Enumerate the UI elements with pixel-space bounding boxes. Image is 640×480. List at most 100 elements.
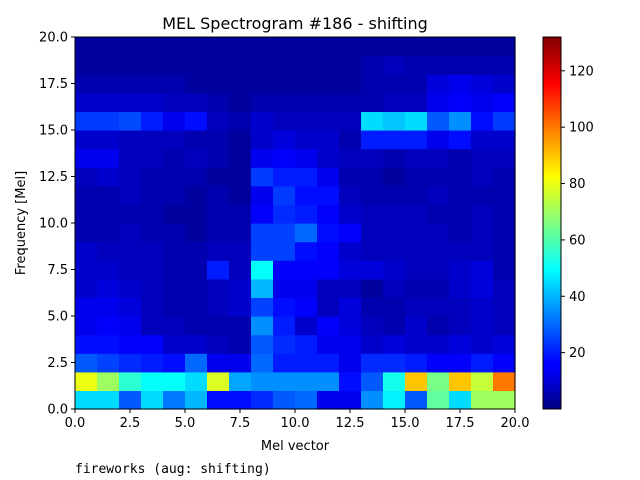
heatmap-cell bbox=[251, 353, 274, 373]
heatmap-cell bbox=[361, 353, 384, 373]
heatmap-cell bbox=[207, 37, 230, 57]
heatmap-cell bbox=[317, 74, 340, 94]
heatmap-cell bbox=[75, 204, 98, 224]
heatmap-cell bbox=[471, 130, 494, 150]
heatmap-cell bbox=[251, 316, 274, 336]
heatmap-cell bbox=[405, 130, 428, 150]
heatmap-cell bbox=[339, 260, 362, 280]
heatmap-cell bbox=[229, 334, 252, 354]
heatmap-cell bbox=[449, 185, 472, 205]
heatmap-cell bbox=[339, 74, 362, 94]
heatmap-cell bbox=[163, 92, 186, 112]
heatmap-cell bbox=[383, 223, 406, 243]
heatmap-cell bbox=[295, 353, 318, 373]
heatmap-cell bbox=[471, 55, 494, 75]
heatmap-cell bbox=[339, 130, 362, 150]
heatmap-cell bbox=[97, 92, 120, 112]
heatmap-cell bbox=[229, 55, 252, 75]
heatmap-cell bbox=[339, 223, 362, 243]
heatmap-cell bbox=[449, 223, 472, 243]
heatmap-cell bbox=[251, 37, 274, 57]
heatmap-cell bbox=[273, 260, 296, 280]
y-tick-label: 17.5 bbox=[39, 77, 68, 92]
heatmap-cell bbox=[75, 241, 98, 261]
heatmap-cell bbox=[449, 371, 472, 391]
heatmap-cell bbox=[97, 297, 120, 317]
heatmap-cell bbox=[273, 167, 296, 187]
heatmap-cell bbox=[493, 260, 516, 280]
heatmap-cell bbox=[295, 185, 318, 205]
heatmap-cell bbox=[405, 316, 428, 336]
heatmap-cell bbox=[471, 204, 494, 224]
heatmap-cell bbox=[471, 37, 494, 57]
y-axis-ticks: 0.0 2.5 5.0 7.5 10.0 12.5 15.0 17.5 20.0 bbox=[39, 31, 75, 418]
heatmap-cell bbox=[163, 55, 186, 75]
heatmap-cell bbox=[427, 297, 450, 317]
heatmap-cell bbox=[339, 316, 362, 336]
heatmap-cell bbox=[273, 92, 296, 112]
heatmap-cell bbox=[405, 55, 428, 75]
heatmap-cell bbox=[317, 297, 340, 317]
heatmap-cell bbox=[229, 204, 252, 224]
heatmap-cell bbox=[317, 204, 340, 224]
heatmap-cell bbox=[427, 316, 450, 336]
spectrogram-chart: MEL Spectrogram #186 - shifting 0.0 2.5 5.… bbox=[14, 14, 594, 454]
heatmap-cell bbox=[207, 55, 230, 75]
y-tick-label: 10.0 bbox=[39, 217, 68, 232]
heatmap-cell bbox=[97, 148, 120, 168]
heatmap-cell bbox=[97, 334, 120, 354]
heatmap-cell bbox=[251, 92, 274, 112]
heatmap-cell bbox=[251, 334, 274, 354]
heatmap-cell bbox=[383, 371, 406, 391]
x-axis-label: Mel vector bbox=[261, 439, 330, 454]
heatmap-cell bbox=[141, 223, 164, 243]
heatmap-cell bbox=[207, 390, 230, 410]
heatmap-cell bbox=[75, 74, 98, 94]
heatmap-cell bbox=[405, 37, 428, 57]
heatmap-cell bbox=[405, 334, 428, 354]
heatmap-cell bbox=[295, 55, 318, 75]
heatmap-cell bbox=[493, 37, 516, 57]
heatmap-cell bbox=[119, 316, 142, 336]
heatmap-cell bbox=[97, 316, 120, 336]
x-axis-ticks: 0.0 2.5 5.0 7.5 10.0 12.5 15.0 17.5 20.0 bbox=[65, 409, 529, 431]
heatmap-cell bbox=[339, 37, 362, 57]
heatmap-cell bbox=[295, 334, 318, 354]
heatmap-cell bbox=[361, 260, 384, 280]
heatmap-cell bbox=[295, 278, 318, 298]
heatmap-cell bbox=[229, 167, 252, 187]
chart-title: MEL Spectrogram #186 - shifting bbox=[162, 14, 428, 33]
heatmap-cell bbox=[141, 148, 164, 168]
heatmap-cell bbox=[317, 260, 340, 280]
heatmap-cell bbox=[427, 111, 450, 131]
heatmap-cell bbox=[229, 223, 252, 243]
heatmap-cell bbox=[361, 334, 384, 354]
heatmap-cell bbox=[273, 185, 296, 205]
heatmap-cell bbox=[493, 241, 516, 261]
heatmap-cell bbox=[207, 371, 230, 391]
heatmap-cell bbox=[361, 55, 384, 75]
heatmap-cell bbox=[449, 297, 472, 317]
heatmap-cell bbox=[163, 390, 186, 410]
heatmap-cell bbox=[229, 390, 252, 410]
heatmap-cell bbox=[119, 260, 142, 280]
heatmap-cell bbox=[471, 390, 494, 410]
heatmap-cell bbox=[449, 260, 472, 280]
heatmap-cell bbox=[427, 223, 450, 243]
heatmap-cell bbox=[141, 260, 164, 280]
heatmap-cell bbox=[427, 390, 450, 410]
heatmap-cell bbox=[317, 316, 340, 336]
heatmap-cell bbox=[163, 278, 186, 298]
heatmap-cell bbox=[229, 74, 252, 94]
heatmap-cell bbox=[163, 148, 186, 168]
heatmap-cell bbox=[141, 297, 164, 317]
heatmap-cell bbox=[449, 55, 472, 75]
heatmap-cell bbox=[273, 148, 296, 168]
x-tick-label: 2.5 bbox=[120, 416, 141, 431]
heatmap-cell bbox=[251, 278, 274, 298]
heatmap-cell bbox=[493, 185, 516, 205]
heatmap-cell bbox=[427, 92, 450, 112]
heatmap-cell bbox=[185, 353, 208, 373]
heatmap-cell bbox=[427, 148, 450, 168]
heatmap-cell bbox=[383, 130, 406, 150]
